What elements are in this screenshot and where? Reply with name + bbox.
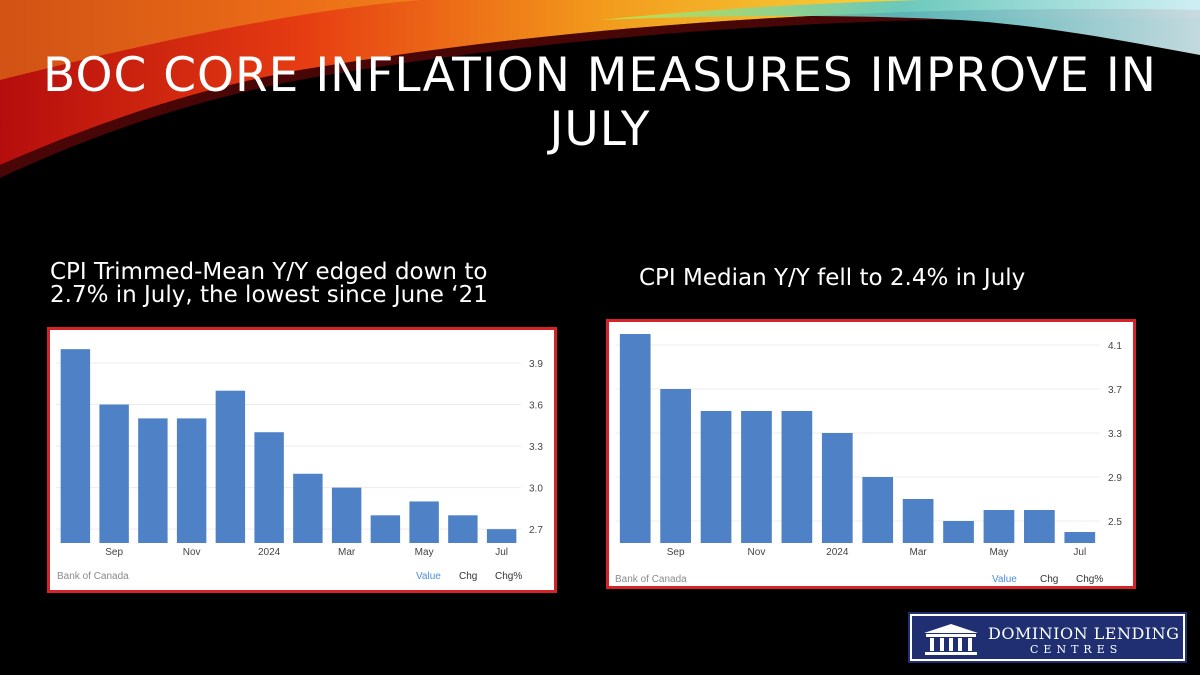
bar-may[interactable] <box>983 510 1015 543</box>
x-tick-label: Mar <box>338 547 356 558</box>
chart-source-label: Bank of Canada <box>57 571 129 582</box>
x-tick-label: 2024 <box>258 547 281 558</box>
bar-jun[interactable] <box>1024 510 1055 543</box>
value-button[interactable]: Value <box>416 571 441 582</box>
y-tick-label: 2.5 <box>1108 517 1122 528</box>
trimmed-mean-bar-chart: 2.7 3.0 3.3 3.6 3.9 Sep Nov 2024 Mar May Jul <box>56 349 543 558</box>
bar-oct[interactable] <box>700 411 732 543</box>
y-tick-label: 3.3 <box>529 442 543 453</box>
trimmed-mean-chart-panel: 2.7 3.0 3.3 3.6 3.9 Sep Nov 2024 Mar May Jul Bank … <box>47 327 557 593</box>
y-tick-label: 3.7 <box>1108 385 1122 396</box>
bar-nov[interactable] <box>176 418 207 543</box>
left-caption-line-2: 2.7% in July, the lowest since June ‘21 <box>50 282 488 308</box>
bar-sep[interactable] <box>660 389 691 543</box>
right-caption: CPI Median Y/Y fell to 2.4% in July <box>639 265 1026 291</box>
bar-2024[interactable] <box>821 433 853 543</box>
left-caption-line-1: CPI Trimmed-Mean Y/Y edged down to <box>50 259 488 285</box>
median-chart-panel: 2.5 2.9 3.3 3.7 4.1 Sep Nov 2024 Mar May Jul Bank … <box>606 319 1136 589</box>
x-tick-label: Nov <box>748 547 766 558</box>
bar-nov[interactable] <box>741 411 772 543</box>
bar-jun[interactable] <box>448 515 478 543</box>
bar-2024[interactable] <box>254 432 284 543</box>
y-tick-label: 2.7 <box>529 525 543 536</box>
x-tick-label: May <box>415 547 434 558</box>
bar-may[interactable] <box>409 501 439 543</box>
bar-sep[interactable] <box>99 404 129 543</box>
slide-title-line-1: BOC CORE INFLATION MEASURES IMPROVE IN <box>43 48 1157 103</box>
columns-building-icon <box>924 624 978 655</box>
y-tick-label: 4.1 <box>1108 341 1122 352</box>
x-tick-label: Jul <box>1073 547 1086 558</box>
bar-jul[interactable] <box>1064 532 1096 543</box>
x-tick-label: Sep <box>667 547 685 558</box>
bar-dec[interactable] <box>215 390 246 543</box>
bar-apr[interactable] <box>943 521 974 543</box>
bar-oct[interactable] <box>138 418 168 543</box>
x-tick-label: 2024 <box>826 547 849 558</box>
chg-button[interactable]: Chg <box>459 571 478 582</box>
x-tick-label: Nov <box>183 547 201 558</box>
bar-dec[interactable] <box>781 411 813 543</box>
median-bar-chart: 2.5 2.9 3.3 3.7 4.1 Sep Nov 2024 Mar May Jul <box>615 334 1122 558</box>
value-button[interactable]: Value <box>992 574 1017 585</box>
bar-feb[interactable] <box>862 477 894 543</box>
chg-button[interactable]: Chg <box>1040 574 1059 585</box>
chg-pct-button[interactable]: Chg% <box>495 571 523 582</box>
bar-aug[interactable] <box>619 334 651 543</box>
y-tick-label: 2.9 <box>1108 473 1122 484</box>
logo-subtitle: CENTRES <box>1030 643 1123 656</box>
slide-title-line-2: JULY <box>549 102 651 157</box>
dominion-lending-logo: DOMINION LENDING CENTRES <box>908 612 1187 663</box>
x-tick-label: Jul <box>495 547 508 558</box>
y-tick-label: 3.0 <box>529 484 543 495</box>
chg-pct-button[interactable]: Chg% <box>1076 574 1104 585</box>
bar-apr[interactable] <box>370 515 401 543</box>
x-tick-label: Sep <box>105 547 123 558</box>
chart-source-label: Bank of Canada <box>615 574 687 585</box>
bar-mar[interactable] <box>902 499 934 543</box>
bar-aug[interactable] <box>60 349 91 543</box>
logo-wordmark: DOMINION LENDING <box>988 624 1180 643</box>
y-tick-label: 3.9 <box>529 359 543 370</box>
bar-jul[interactable] <box>486 529 517 543</box>
bar-feb[interactable] <box>293 473 323 543</box>
y-tick-label: 3.3 <box>1108 429 1122 440</box>
bar-mar[interactable] <box>331 487 362 543</box>
x-tick-label: May <box>990 547 1009 558</box>
x-tick-label: Mar <box>910 547 928 558</box>
y-tick-label: 3.6 <box>529 401 543 412</box>
decorative-swoosh <box>0 0 1200 178</box>
